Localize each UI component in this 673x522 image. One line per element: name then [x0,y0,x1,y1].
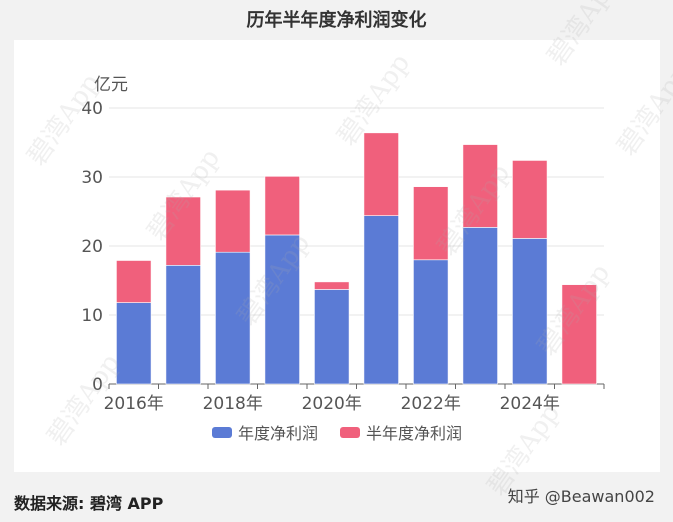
legend-swatch-annual [211,426,232,438]
y-tick-label: 0 [92,375,103,395]
bar-annual-2020年 [314,289,350,385]
x-tick-label: 2018年 [203,394,263,414]
y-tick-label: 10 [81,306,103,326]
credit-text: 知乎 @Beawan002 [507,487,655,506]
bar-annual-2022年 [413,259,449,385]
x-tick-label: 2024年 [500,394,560,414]
chart-card: 亿元 0 10 20 30 40 2016年 2018年 2020年 2022年 2024年 年… [14,40,660,472]
bar-half-2022年 [413,186,449,261]
y-axis-ticks: 0 10 20 30 40 [81,99,103,395]
bar-half-2023年 [462,144,498,228]
bar-half-2025年 [561,284,597,385]
legend-label-annual: 年度净利润 [237,424,318,443]
legend-label-half: 半年度净利润 [366,424,463,443]
y-tick-label: 20 [81,237,103,257]
bar-half-2016年 [116,260,152,303]
legend-item-annual[interactable]: 年度净利润 [211,420,318,444]
bar-half-2024年 [512,160,548,239]
bar-annual-2023年 [462,227,498,385]
bar-half-2021年 [363,132,399,216]
bar-annual-2016年 [116,302,152,385]
bar-half-2018年 [215,189,251,253]
legend[interactable]: 年度净利润 半年度净利润 [14,420,660,444]
data-source: 数据来源: 碧湾 APP [14,494,164,513]
bar-half-2019年 [264,176,300,236]
page-title: 历年半年度净利润变化 [246,10,427,31]
legend-swatch-half [340,426,360,438]
legend-item-half[interactable]: 半年度净利润 [340,420,462,444]
bar-annual-2018年 [215,251,251,385]
bar-annual-2024年 [512,238,548,385]
y-tick-label: 30 [81,168,103,188]
x-tick-label: 2016年 [104,394,164,414]
y-axis-unit-label: 亿元 [94,75,128,95]
bar-annual-2021年 [363,215,399,385]
bar-annual-2017年 [165,265,201,385]
y-tick-label: 40 [81,99,103,119]
x-axis-ticks: 2016年 2018年 2020年 2022年 2024年 [104,384,605,414]
bars [116,132,597,385]
x-tick-label: 2022年 [401,394,461,414]
x-tick-label: 2020年 [302,394,362,414]
bar-half-2017年 [165,196,201,266]
stacked-bar-chart: 亿元 0 10 20 30 40 2016年 2018年 2020年 2022年 2024年 [81,75,605,414]
bar-half-2020年 [314,281,350,290]
bar-annual-2019年 [264,234,300,385]
